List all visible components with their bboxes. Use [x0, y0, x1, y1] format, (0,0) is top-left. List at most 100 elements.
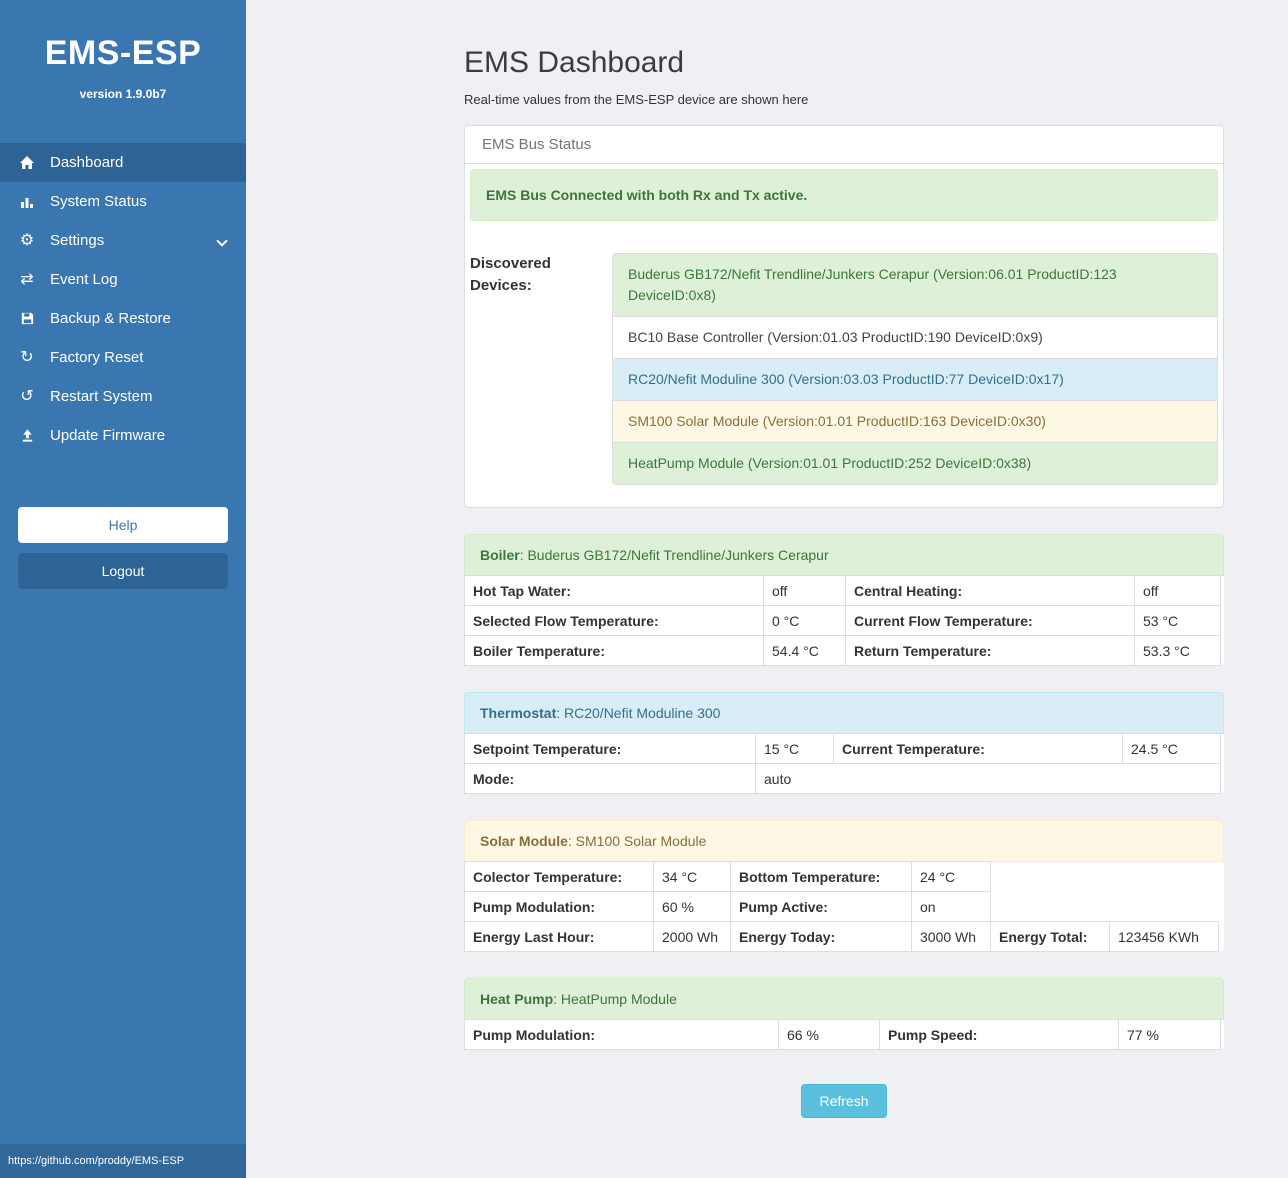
sidebar-item-label: Settings — [50, 232, 105, 249]
section-title: Boiler — [480, 547, 520, 563]
page-subtitle: Real-time values from the EMS-ESP device… — [464, 92, 809, 107]
boiler-section-header: Boiler: Buderus GB172/Nefit Trendline/Ju… — [464, 534, 1224, 576]
sidebar-item-event-log[interactable]: ⇄ Event Log — [0, 260, 246, 299]
field-label: Setpoint Temperature: — [464, 733, 756, 764]
field-value: 66 % — [778, 1019, 880, 1050]
sidebar-item-update-firmware[interactable]: Update Firmware — [0, 416, 246, 455]
home-icon — [18, 155, 36, 171]
thermostat-section: Thermostat: RC20/Nefit Moduline 300 Setp… — [464, 692, 1224, 794]
field-value: 53 °C — [1134, 605, 1221, 636]
table-row: Pump Modulation: 60 % Pump Active: on — [464, 891, 1224, 922]
boiler-table: Hot Tap Water: off Central Heating: off … — [464, 575, 1224, 666]
bar-chart-icon — [18, 194, 36, 210]
sidebar-buttons: Help Logout — [0, 507, 246, 589]
device-list-item: HeatPump Module (Version:01.01 ProductID… — [612, 442, 1218, 485]
chevron-down-icon — [216, 235, 228, 247]
field-value: 53.3 °C — [1134, 635, 1221, 666]
sidebar-item-label: Event Log — [50, 271, 118, 288]
sidebar-item-label: System Status — [50, 193, 147, 210]
device-list-item: SM100 Solar Module (Version:01.01 Produc… — [612, 400, 1218, 443]
field-label: Pump Active: — [730, 891, 912, 922]
section-device-name: : HeatPump Module — [553, 991, 677, 1007]
section-title: Thermostat — [480, 705, 557, 721]
heat-pump-section: Heat Pump: HeatPump Module Pump Modulati… — [464, 978, 1224, 1050]
field-value: 0 °C — [763, 605, 846, 636]
boiler-section: Boiler: Buderus GB172/Nefit Trendline/Ju… — [464, 534, 1224, 666]
field-label: Pump Speed: — [879, 1019, 1119, 1050]
sidebar-item-factory-reset[interactable]: ↻ Factory Reset — [0, 338, 246, 377]
solar-section-header: Solar Module: SM100 Solar Module — [464, 820, 1224, 862]
sidebar: EMS-ESP version 1.9.0b7 Dashboard System… — [0, 0, 246, 1178]
sidebar-item-settings[interactable]: ⚙ Settings — [0, 221, 246, 260]
section-title: Solar Module — [480, 833, 568, 849]
thermostat-table: Setpoint Temperature: 15 °C Current Temp… — [464, 733, 1224, 794]
section-device-name: : Buderus GB172/Nefit Trendline/Junkers … — [519, 547, 829, 563]
field-label: Mode: — [464, 763, 756, 794]
section-device-name: : SM100 Solar Module — [567, 833, 707, 849]
table-row: Colector Temperature: 34 °C Bottom Tempe… — [464, 861, 1224, 892]
field-value: on — [911, 891, 991, 922]
logout-button[interactable]: Logout — [18, 553, 228, 589]
ems-bus-status-panel: EMS Bus Status EMS Bus Connected with bo… — [464, 125, 1224, 508]
field-label: Current Temperature: — [833, 733, 1123, 764]
solar-table: Colector Temperature: 34 °C Bottom Tempe… — [464, 861, 1224, 952]
field-value: 123456 KWh — [1109, 921, 1219, 952]
device-list-item: Buderus GB172/Nefit Trendline/Junkers Ce… — [612, 253, 1218, 317]
main-content: EMS Dashboard Real-time values from the … — [246, 0, 1288, 1178]
sidebar-item-label: Dashboard — [50, 154, 124, 171]
sidebar-item-system-status[interactable]: System Status — [0, 182, 246, 221]
sidebar-item-dashboard[interactable]: Dashboard — [0, 143, 246, 182]
field-value: off — [1134, 575, 1221, 606]
field-value: auto — [755, 763, 1221, 794]
upload-icon — [18, 428, 36, 443]
field-label: Boiler Temperature: — [464, 635, 764, 666]
sidebar-nav: Dashboard System Status ⚙ Settings ⇄ Eve… — [0, 143, 246, 455]
page-title: EMS Dashboard — [464, 46, 685, 79]
section-device-name: : RC20/Nefit Moduline 300 — [556, 705, 721, 721]
field-label: Pump Modulation: — [464, 1019, 779, 1050]
app-title: EMS-ESP — [44, 34, 202, 72]
rotate-arrow-icon: ↻ — [20, 348, 34, 366]
field-label: Hot Tap Water: — [464, 575, 764, 606]
swap-arrows-icon: ⇄ — [20, 270, 34, 288]
github-link[interactable]: https://github.com/proddy/EMS-ESP — [0, 1144, 246, 1178]
field-value: 15 °C — [755, 733, 834, 764]
sidebar-item-restart-system[interactable]: ↺ Restart System — [0, 377, 246, 416]
field-label: Selected Flow Temperature: — [464, 605, 764, 636]
sidebar-item-label: Factory Reset — [50, 349, 144, 366]
table-row: Mode: auto — [464, 763, 1224, 794]
field-label: Colector Temperature: — [464, 861, 654, 892]
bus-status-alert: EMS Bus Connected with both Rx and Tx ac… — [470, 169, 1218, 221]
device-list-item: BC10 Base Controller (Version:01.03 Prod… — [612, 316, 1218, 359]
table-row: Setpoint Temperature: 15 °C Current Temp… — [464, 733, 1224, 764]
table-row: Pump Modulation: 66 % Pump Speed: 77 % — [464, 1019, 1224, 1050]
table-row: Selected Flow Temperature: 0 °C Current … — [464, 605, 1224, 636]
help-button[interactable]: Help — [18, 507, 228, 543]
field-value: 77 % — [1118, 1019, 1221, 1050]
solar-module-section: Solar Module: SM100 Solar Module Colecto… — [464, 820, 1224, 952]
refresh-button[interactable]: Refresh — [801, 1084, 887, 1118]
field-value: 2000 Wh — [653, 921, 731, 952]
field-label: Current Flow Temperature: — [845, 605, 1135, 636]
heat-pump-table: Pump Modulation: 66 % Pump Speed: 77 % — [464, 1019, 1224, 1050]
panel-body: EMS Bus Connected with both Rx and Tx ac… — [465, 164, 1223, 507]
thermostat-section-header: Thermostat: RC20/Nefit Moduline 300 — [464, 692, 1224, 734]
app-version: version 1.9.0b7 — [79, 87, 167, 101]
sidebar-item-label: Restart System — [50, 388, 153, 405]
field-label: Return Temperature: — [845, 635, 1135, 666]
field-label: Bottom Temperature: — [730, 861, 912, 892]
field-label: Energy Today: — [730, 921, 912, 952]
field-value: off — [763, 575, 846, 606]
table-row: Boiler Temperature: 54.4 °C Return Tempe… — [464, 635, 1224, 666]
field-value: 54.4 °C — [763, 635, 846, 666]
field-value: 24 °C — [911, 861, 991, 892]
device-list: Buderus GB172/Nefit Trendline/Junkers Ce… — [612, 253, 1218, 485]
sidebar-item-backup-restore[interactable]: Backup & Restore — [0, 299, 246, 338]
field-value: 24.5 °C — [1122, 733, 1221, 764]
device-list-item: RC20/Nefit Moduline 300 (Version:03.03 P… — [612, 358, 1218, 401]
table-row: Energy Last Hour: 2000 Wh Energy Today: … — [464, 921, 1224, 952]
field-label: Energy Total: — [990, 921, 1110, 952]
field-value: 60 % — [653, 891, 731, 922]
discovered-devices-label: Discovered Devices: — [470, 255, 551, 294]
sidebar-item-label: Backup & Restore — [50, 310, 171, 327]
